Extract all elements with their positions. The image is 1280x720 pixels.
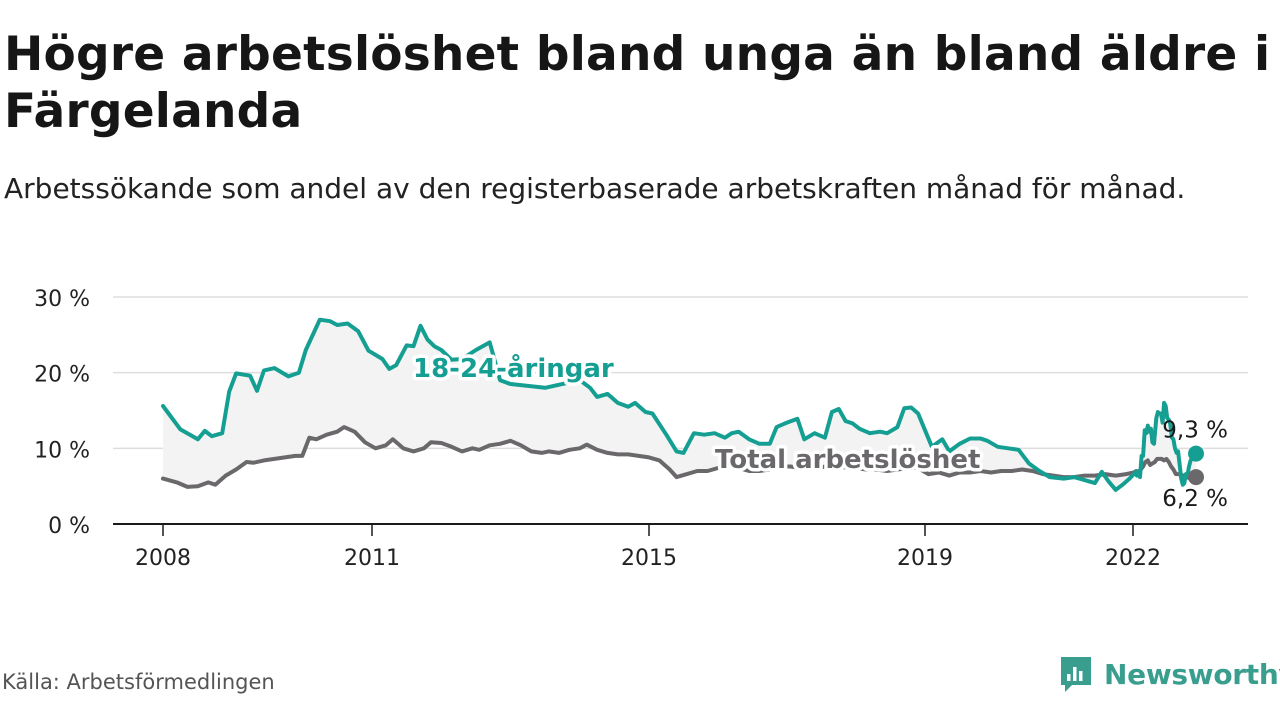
series-label-total: Total arbetslöshet: [715, 445, 980, 475]
y-tick-label: 20 %: [34, 363, 90, 388]
end-marker-youth: [1188, 445, 1204, 462]
series-label-youth-halo: 18-24-åringar: [413, 352, 614, 384]
series-label-total-halo: Total arbetslöshet: [715, 445, 980, 475]
source-note: Källa: Arbetsförmedlingen: [2, 670, 275, 694]
x-tick-label: 2008: [135, 546, 191, 571]
newsworthy-logo-icon: [1061, 657, 1091, 692]
end-value-youth: 9,3 %: [1162, 418, 1228, 444]
chart-subtitle: Arbetssökande som andel av den registerb…: [4, 172, 1186, 205]
series-line-total: [161, 425, 1198, 489]
series-line-youth: [161, 317, 1198, 492]
x-tick-label: 2022: [1105, 546, 1161, 571]
x-tick-label: 2015: [621, 546, 677, 571]
brand-name: Newsworthy: [1104, 657, 1280, 691]
y-tick-label: 0 %: [48, 514, 90, 539]
band-layer: [163, 319, 1196, 490]
x-tick-label: 2019: [897, 546, 953, 571]
x-tick-label: 2011: [344, 546, 400, 571]
line-layer: [161, 317, 1204, 492]
chart-title: Högre arbetslöshet bland unga än bland ä…: [4, 27, 1271, 139]
end-value-total: 6,2 %: [1162, 486, 1228, 512]
y-tick-label: 30 %: [34, 287, 90, 312]
end-marker-total: [1188, 469, 1204, 486]
axis-layer: 0 % 10 % 20 % 30 % 2008 2011 2015 2019 2022: [34, 287, 1248, 571]
y-tick-label: 10 %: [34, 438, 90, 463]
series-label-youth: 18-24-åringar: [413, 352, 614, 384]
range-band: [163, 319, 1196, 490]
brand-logo[interactable]: Newsworthy: [1058, 654, 1280, 694]
